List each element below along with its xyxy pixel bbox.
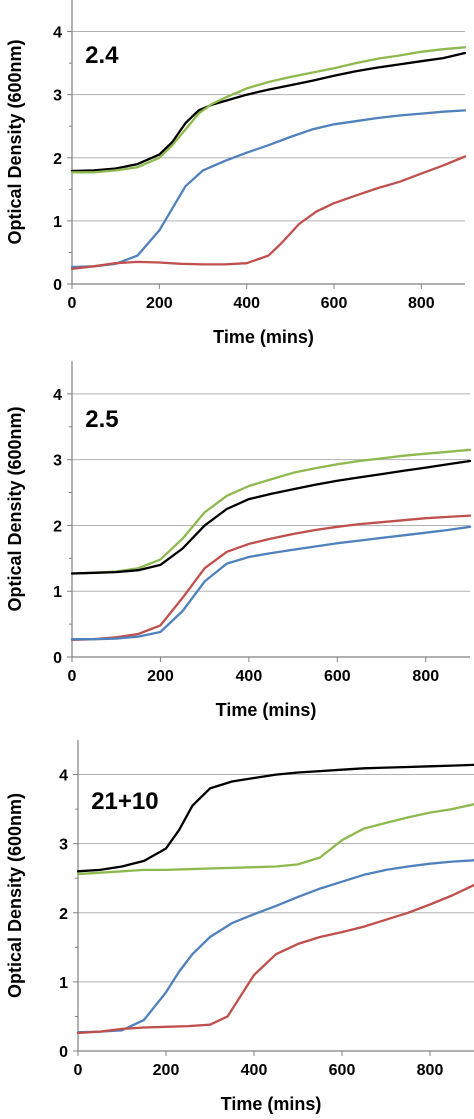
y-tick-label: 4 [53,25,62,42]
y-tick-label: 2 [59,906,68,923]
series-line-3 [70,514,472,642]
series-line-4 [70,525,472,641]
chart-panel-3: 0 1 2 3 4 0 200 400 600 800 Time (mins) Optical Den… [5,740,474,1114]
series-line-4 [70,155,467,271]
series-line-1 [76,763,474,873]
series-line-3 [70,109,467,269]
series-line-2 [70,459,472,575]
y-tick-label: 0 [53,650,62,667]
x-tick-label: 0 [68,668,77,685]
y-tick-label: 2 [53,151,62,168]
panel-label: 2.4 [85,42,119,69]
x-tick-label: 0 [68,295,77,312]
x-axis-title: Time (mins) [216,700,317,720]
chart-panel-1: 0 1 2 3 4 0 200 400 600 800 Time (mins) Optical Den… [5,0,467,347]
y-tick-label: 3 [59,837,68,854]
y-tick-label: 1 [53,584,62,601]
panel-label: 21+10 [91,788,158,815]
x-axis-title: Time (mins) [221,1094,322,1114]
x-tick-label: 400 [241,1062,268,1079]
series-line-4 [76,883,474,1035]
x-tick-label: 400 [236,668,263,685]
x-tick-label: 800 [408,295,435,312]
x-tick-label: 200 [153,1062,180,1079]
y-axis-title: Optical Density (600nm) [5,39,25,244]
series-line-2 [70,46,467,174]
x-tick-label: 600 [329,1062,356,1079]
x-tick-label: 800 [412,668,439,685]
y-tick-label: 4 [53,387,62,404]
series-line-1 [70,448,472,575]
y-tick-label: 0 [53,277,62,294]
series-line-3 [76,859,474,1034]
y-tick-label: 1 [59,975,68,992]
x-axis-title: Time (mins) [213,327,314,347]
y-tick-label: 3 [53,88,62,105]
x-tick-label: 600 [321,295,348,312]
y-axis-title: Optical Density (600nm) [5,793,25,998]
series-line-2 [76,803,474,876]
x-tick-label: 200 [146,295,173,312]
panel-label: 2.5 [85,406,118,433]
x-tick-label: 0 [74,1062,83,1079]
y-tick-label: 4 [59,768,68,785]
x-tick-label: 200 [147,668,174,685]
x-tick-label: 400 [233,295,260,312]
y-axis-title: Optical Density (600nm) [5,406,25,611]
x-tick-label: 600 [324,668,351,685]
x-tick-label: 800 [417,1062,444,1079]
y-tick-label: 1 [53,214,62,231]
y-tick-label: 3 [53,453,62,470]
chart-panel-2: 0 1 2 3 4 0 200 400 600 800 Time (mins) Optical Den… [5,361,472,720]
y-tick-label: 2 [53,518,62,535]
y-tick-label: 0 [59,1044,68,1061]
series-line-1 [70,51,467,173]
